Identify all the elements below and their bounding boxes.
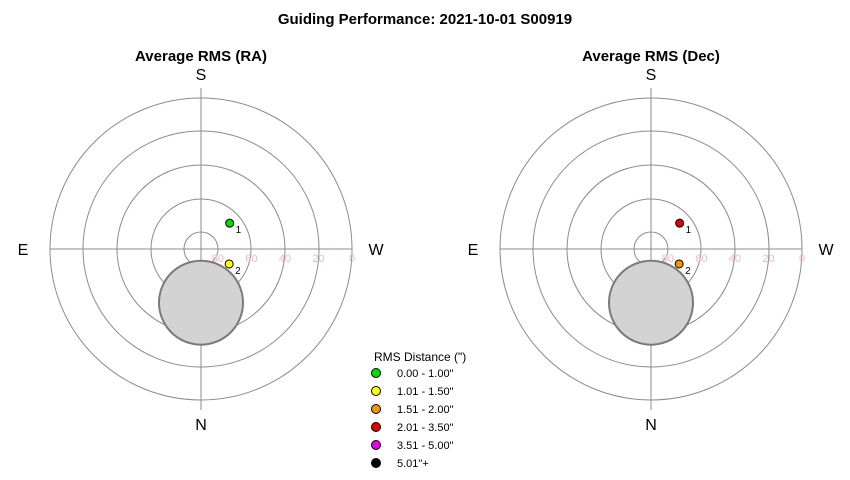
moon-disc [608,259,694,346]
polar-panel: Average RMS (Dec)SNE W80 60 40 20 012 [468,48,835,434]
direction-label-left: E [468,242,479,259]
data-point [674,259,684,269]
legend-marker [371,440,381,450]
altitude-tick-label: 20 [762,253,774,265]
direction-label-right: W [818,242,834,259]
data-point-label: 2 [235,266,241,277]
moon-disc [158,259,244,346]
data-point-label: 1 [236,225,242,236]
direction-label-top: S [646,67,657,84]
altitude-tick-label: 20 [312,253,324,265]
direction-label-bottom: N [645,417,657,434]
data-point [224,259,234,269]
legend-marker [371,422,381,432]
altitude-tick-label: 40 [729,253,741,265]
data-point-label: 1 [686,225,692,236]
altitude-tick-label: 0 [349,253,355,265]
legend-label: 3.51 - 5.00" [397,440,454,452]
legend: RMS Distance (") 0.00 - 1.00" 1.01 - 1.50"… [371,350,466,470]
altitude-tick-label: 0 [799,253,805,265]
direction-label-left: E [18,242,29,259]
data-point-label: 2 [685,266,691,277]
panel-title: Average RMS (Dec) [582,48,720,65]
legend-marker [371,404,381,414]
legend-label: 1.01 - 1.50" [397,386,454,398]
legend-label: 5.01"+ [397,458,429,470]
direction-label-top: S [196,67,207,84]
altitude-tick-label: 60 [245,253,257,265]
legend-marker [371,458,381,468]
polar-panel: Average RMS (RA)SNE W80 60 40 20 012 [18,48,385,434]
legend-marker [371,368,381,378]
direction-label-bottom: N [195,417,207,434]
panel-title: Average RMS (RA) [135,48,267,65]
altitude-tick-label: 40 [279,253,291,265]
direction-label-right: W [368,242,384,259]
legend-label: 0.00 - 1.00" [397,368,454,380]
legend-marker [371,386,381,396]
data-point [225,218,235,228]
data-point [675,218,685,228]
legend-label: 1.51 - 2.00" [397,404,454,416]
legend-label: 2.01 - 3.50" [397,422,454,434]
chart-title: Guiding Performance: 2021-10-01 S00919 [278,11,572,28]
altitude-tick-label: 60 [695,253,707,265]
legend-title: RMS Distance (") [374,350,466,364]
